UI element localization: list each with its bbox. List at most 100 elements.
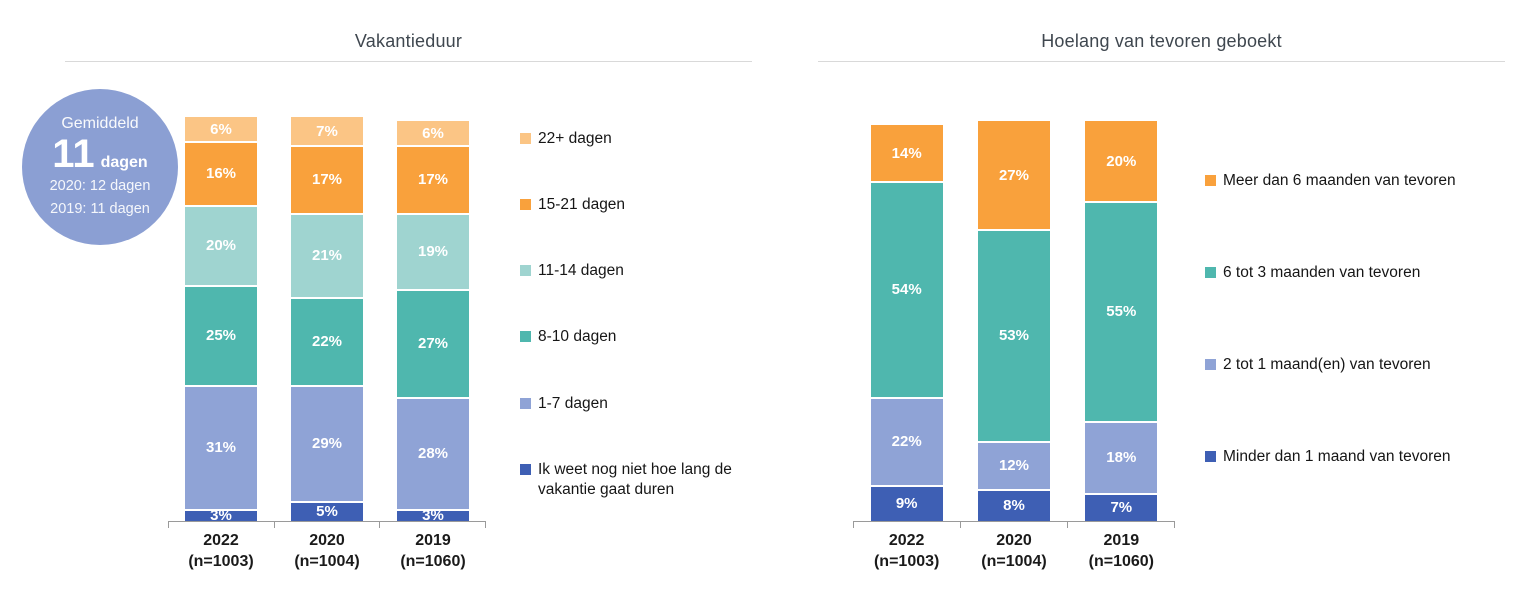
legend-item: 2 tot 1 maand(en) van tevoren <box>1205 355 1505 375</box>
bar-segment: 20% <box>1085 121 1158 201</box>
average-days-badge: Gemiddeld 11 dagen 2020: 12 dagen 2019: … <box>22 89 178 245</box>
legend-item: 1-7 dagen <box>520 394 760 414</box>
bar-segment: 7% <box>291 117 363 145</box>
bar-cell-2022: 14% 54% 22% 9% <box>853 113 960 521</box>
legend-item: Ik weet nog niet hoe lang de vakantie ga… <box>520 460 760 500</box>
legend-color-swatch <box>520 133 531 144</box>
category-sample-size: (n=1004) <box>294 552 360 570</box>
legend-color-swatch <box>520 199 531 211</box>
segment-value-label: 16% <box>205 164 237 182</box>
category-label-2022: 2022 (n=1003) <box>168 531 274 573</box>
legend-item: 15-21 dagen <box>520 195 760 215</box>
category-year: 2020 <box>309 532 345 549</box>
legend-color-swatch <box>1205 451 1216 463</box>
segment-value-label: 12% <box>998 456 1029 474</box>
segment-value-label: 17% <box>417 170 449 188</box>
bar-segment: 20% <box>185 205 257 285</box>
legend-item: 11-14 dagen <box>520 261 760 281</box>
segment-value-label: 9% <box>895 494 918 512</box>
bar-segment: 31% <box>185 385 257 509</box>
axis-tick-cell <box>960 522 1067 528</box>
bar-segment: 18% <box>1085 421 1158 493</box>
legend-item: 8-10 dagen <box>520 327 760 347</box>
category-label-2019: 2019 (n=1060) <box>380 531 486 573</box>
segment-value-label: 6% <box>210 120 232 138</box>
bar-cell-2019: 20% 55% 18% 7% <box>1068 113 1175 521</box>
stacked-bar-2019: 20% 55% 18% 7% <box>1085 121 1158 521</box>
category-year: 2019 <box>1103 532 1140 549</box>
category-sample-size: (n=1060) <box>400 552 466 570</box>
segment-value-label: 6% <box>422 124 444 142</box>
bar-segment: 3% <box>397 508 469 523</box>
legend-color-swatch <box>520 265 531 277</box>
axis-tick-cell <box>853 522 960 528</box>
bar-segment: 27% <box>977 121 1050 229</box>
segment-value-label: 29% <box>311 434 343 452</box>
bar-cell-2020: 27% 53% 12% 8% <box>960 113 1067 521</box>
segment-value-label: 18% <box>1106 448 1137 466</box>
category-year: 2020 <box>996 532 1032 549</box>
category-label-2020: 2020 (n=1004) <box>960 531 1067 573</box>
x-axis-labels: 2022 (n=1003) 2020 (n=1004) 2019 (n=1060) <box>853 531 1175 573</box>
legend-label: Minder dan 1 maand van tevoren <box>1223 448 1451 466</box>
bar-segment: 55% <box>1085 201 1158 421</box>
segment-value-label: 27% <box>417 334 449 352</box>
bar-segment: 16% <box>185 141 257 205</box>
bar-segment: 7% <box>1085 493 1158 521</box>
category-label-2019: 2019 (n=1060) <box>1068 531 1175 573</box>
axis-tick-cell <box>379 522 487 528</box>
segment-value-label: 7% <box>1110 498 1133 516</box>
category-year: 2022 <box>203 532 239 549</box>
legend-color-swatch <box>520 463 531 475</box>
category-sample-size: (n=1060) <box>1088 552 1154 570</box>
legend-item: Minder dan 1 maand van tevoren <box>1205 447 1505 467</box>
bar-cell-2019: 6% 17% 19% 27% 28% 3% <box>380 113 486 523</box>
category-sample-size: (n=1004) <box>981 552 1047 570</box>
legend-item: 6 tot 3 maanden van tevoren <box>1205 263 1505 283</box>
category-label-2022: 2022 (n=1003) <box>853 531 960 573</box>
title-divider <box>65 61 752 62</box>
chart-title: Hoelang van tevoren geboekt <box>1041 31 1282 51</box>
bar-segment: 27% <box>397 289 469 397</box>
segment-value-label: 8% <box>1003 496 1025 514</box>
segment-value-label: 19% <box>417 242 449 260</box>
legend-label: 1-7 dagen <box>538 394 608 412</box>
chart-panel-vakantieduur: Vakantieduur Gemiddeld 11 dagen 2020: 12… <box>22 31 760 573</box>
badge-compare-2019: 2019: 11 dagen <box>50 200 150 217</box>
bar-segment: 29% <box>291 385 363 501</box>
bar-segment: 53% <box>977 229 1050 441</box>
category-year: 2019 <box>415 532 451 549</box>
bar-segment: 12% <box>977 441 1050 489</box>
bar-cell-2020: 7% 17% 21% 22% 29% 5% <box>274 113 380 521</box>
segment-value-label: 55% <box>1106 302 1137 320</box>
axis-tick-cell <box>168 522 274 528</box>
stacked-bar-2022: 14% 54% 22% 9% <box>870 125 943 521</box>
legend-label: 22+ dagen <box>538 130 612 147</box>
badge-intro-text: Gemiddeld <box>61 114 139 132</box>
segment-value-label: 21% <box>311 246 343 264</box>
segment-value-label: 28% <box>417 444 449 462</box>
stacked-bar-plot-vakantieduur: 6% 16% 20% 25% 31% 3% 7% 17% 21% 22% 29% 5% 6% 17% 19%… <box>168 113 486 523</box>
bar-segment: 3% <box>185 508 257 523</box>
segment-value-label: 53% <box>998 326 1029 344</box>
bar-segment: 22% <box>870 397 943 485</box>
legend-item: 22+ dagen <box>520 129 760 149</box>
bar-segment: 22% <box>291 297 363 385</box>
x-axis-labels: 2022 (n=1003) 2020 (n=1004) 2019 (n=1060) <box>168 531 486 573</box>
category-sample-size: (n=1003) <box>188 552 254 570</box>
legend-color-swatch <box>520 397 531 409</box>
bar-segment: 5% <box>291 501 363 521</box>
x-axis <box>168 521 487 528</box>
segment-value-label: 20% <box>205 236 237 254</box>
legend-color-swatch <box>1205 267 1216 279</box>
segment-value-label: 54% <box>891 280 922 298</box>
bar-segment: 54% <box>870 181 943 397</box>
bar-segment: 6% <box>397 121 469 145</box>
axis-tick-cell <box>1067 522 1175 528</box>
segment-value-label: 5% <box>316 502 338 520</box>
bar-segment: 8% <box>977 489 1050 521</box>
stacked-bar-2022: 6% 16% 20% 25% 31% 3% <box>185 117 257 523</box>
legend-label: Ik weet nog niet hoe lang de vakantie ga… <box>538 460 732 498</box>
bar-segment: 9% <box>870 485 943 521</box>
bar-segment: 28% <box>397 397 469 509</box>
